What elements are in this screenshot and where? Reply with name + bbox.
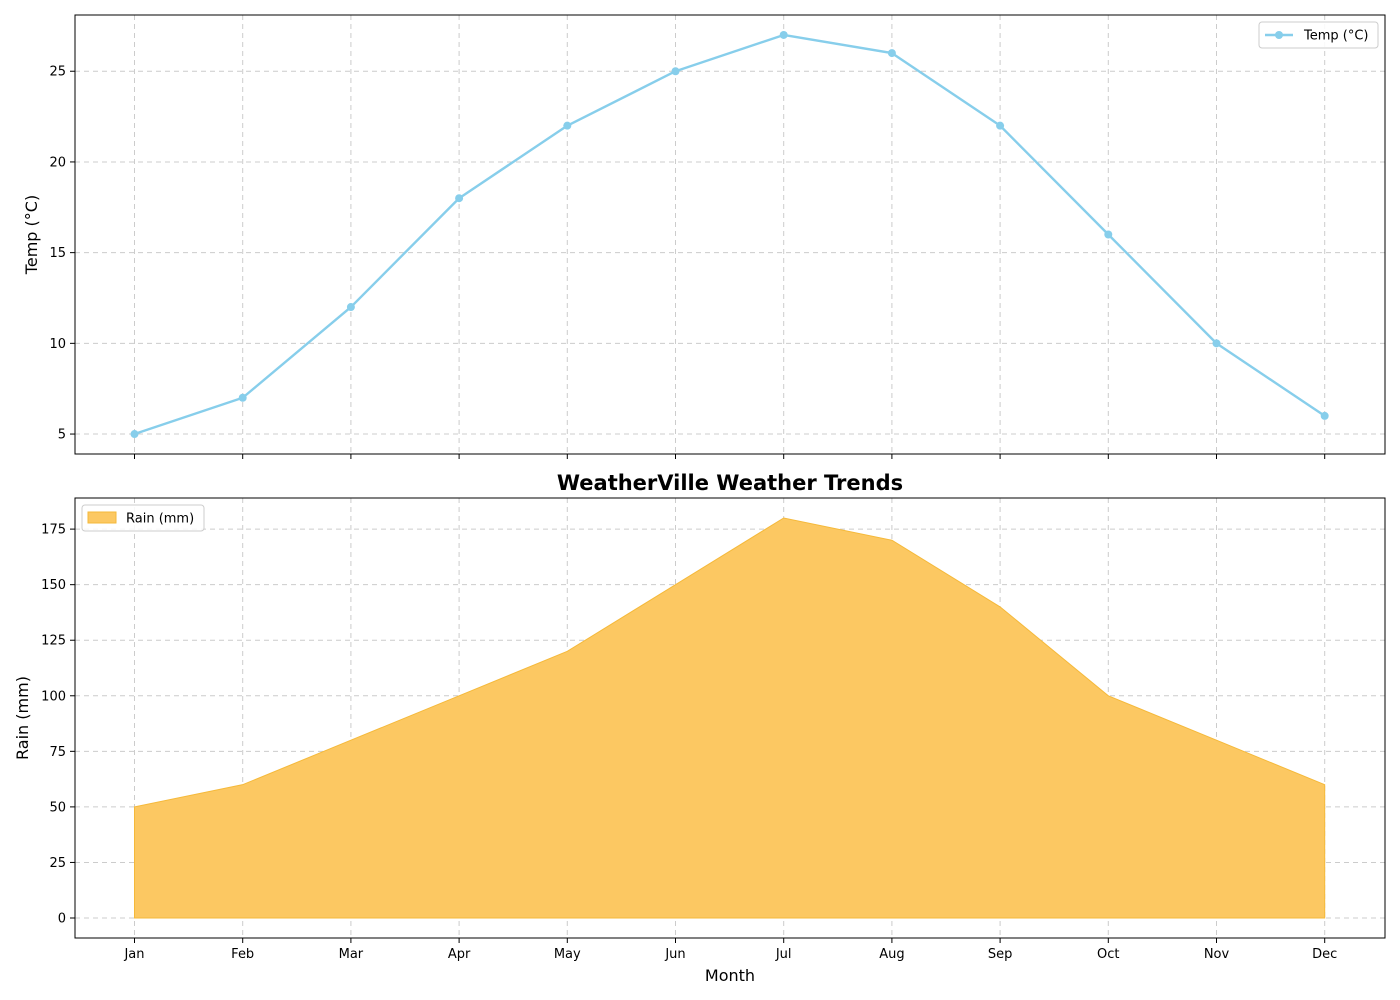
y-axis-label: Rain (mm) bbox=[13, 676, 32, 760]
rain-area bbox=[134, 517, 1326, 919]
y-tick-label: 25 bbox=[49, 65, 66, 80]
legend-marker-swatch bbox=[1275, 31, 1283, 39]
legend-area-swatch bbox=[87, 511, 117, 524]
plot-frame bbox=[74, 497, 1386, 939]
x-tick-label: Aug bbox=[879, 947, 904, 962]
temp-point bbox=[1104, 230, 1113, 239]
temp-point bbox=[1320, 411, 1329, 420]
y-tick-label: 15 bbox=[49, 246, 66, 261]
legend-label: Temp (°C) bbox=[1303, 29, 1369, 44]
y-tick-label: 0 bbox=[58, 912, 66, 927]
y-tick-label: 175 bbox=[41, 523, 66, 538]
temp-line bbox=[134, 33, 1326, 436]
y-tick-label: 75 bbox=[49, 745, 66, 760]
x-axis-label: Month bbox=[705, 966, 755, 985]
x-tick-label: May bbox=[554, 947, 581, 962]
temp-point bbox=[455, 194, 464, 203]
temp-point bbox=[1212, 339, 1221, 348]
x-tick-label: Sep bbox=[988, 947, 1013, 962]
temp-point bbox=[671, 67, 680, 76]
temp-point bbox=[779, 30, 788, 39]
y-tick-label: 150 bbox=[41, 578, 66, 593]
x-tick-label: Jul bbox=[775, 947, 792, 962]
temp-point bbox=[887, 49, 896, 58]
legend-label: Rain (mm) bbox=[126, 512, 194, 527]
x-tick-label: Nov bbox=[1204, 947, 1230, 962]
x-tick-label: Mar bbox=[339, 947, 364, 962]
y-tick-label: 5 bbox=[58, 428, 66, 443]
temp-point bbox=[996, 121, 1005, 130]
x-tick-label: Jun bbox=[664, 947, 685, 962]
x-tick-label: Oct bbox=[1097, 947, 1119, 962]
temperature-panel: 5 10 15 20 25 Temp (°C) Temp (°C) bbox=[22, 14, 1386, 459]
y-axis-label: Temp (°C) bbox=[22, 195, 41, 275]
y-tick-label: 100 bbox=[41, 689, 66, 704]
y-tick-label: 125 bbox=[41, 634, 66, 649]
y-tick-label: 20 bbox=[49, 155, 66, 170]
y-tick-label: 25 bbox=[49, 856, 66, 871]
plot-frame bbox=[74, 14, 1386, 455]
rain-panel: 0 25 50 75 100 125 150 175 Jan Feb Mar Apr May Jun Jul… bbox=[13, 471, 1386, 985]
x-tick-label: Jan bbox=[123, 947, 144, 962]
x-tick-label: Feb bbox=[231, 947, 254, 962]
legend-box bbox=[1258, 21, 1379, 49]
temp-point bbox=[563, 121, 572, 130]
temp-point bbox=[346, 303, 355, 312]
chart-title: WeatherVille Weather Trends bbox=[557, 471, 903, 495]
y-tick-label: 50 bbox=[49, 800, 66, 815]
x-tick-label: Apr bbox=[448, 947, 471, 962]
temp-point bbox=[238, 393, 247, 402]
temp-point bbox=[130, 430, 139, 439]
x-tick-label: Dec bbox=[1312, 947, 1337, 962]
y-tick-label: 10 bbox=[49, 337, 66, 352]
